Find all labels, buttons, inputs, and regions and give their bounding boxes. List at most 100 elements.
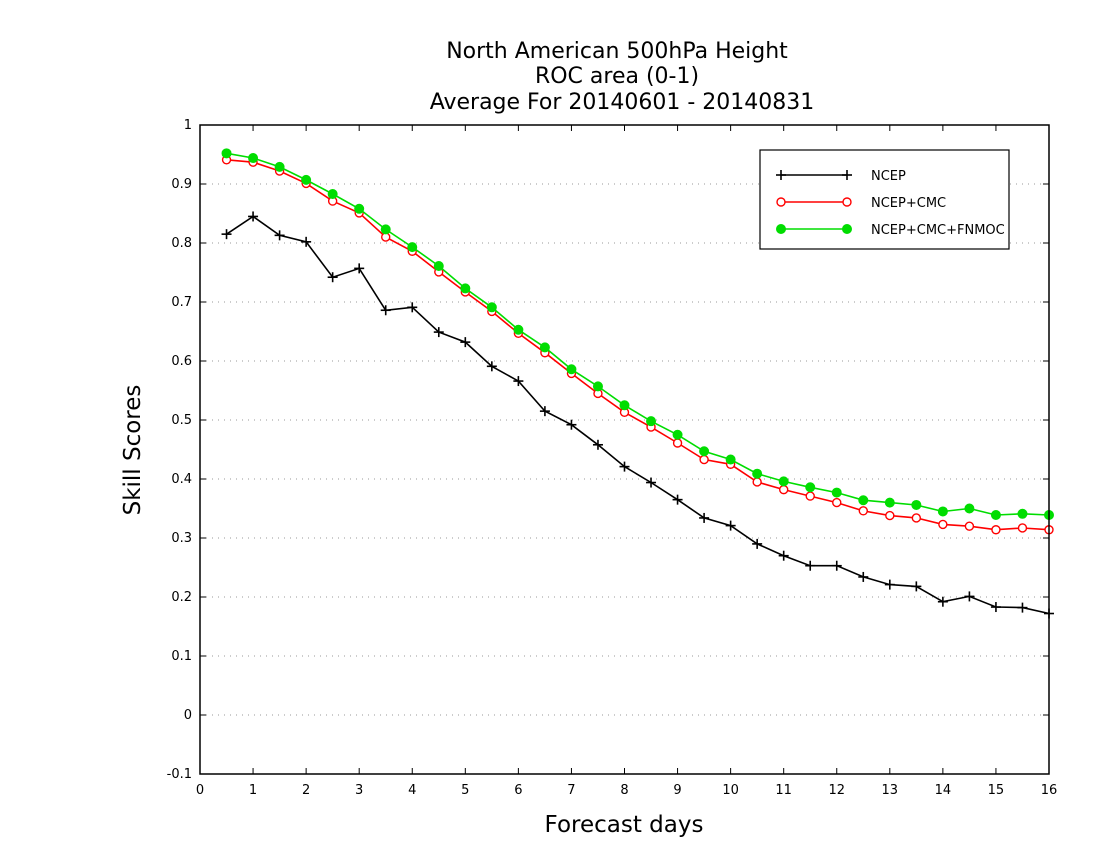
data-point [725,454,736,465]
data-point [831,560,842,571]
data-point [248,153,259,164]
y-axis-title: Skill Scores [120,385,146,516]
legend: NCEP NCEP+CMC NCEP+CMC+FNMOC [759,149,1010,250]
data-point [274,230,285,241]
legend-entry: NCEP+CMC+FNMOC [776,223,1005,238]
x-tick-label: 11 [775,783,792,798]
data-point [274,161,285,172]
data-point [460,283,471,294]
data-point [938,519,948,530]
data-point [885,510,895,521]
data-point [858,495,869,506]
title-line-1: North American 500hPa Height [446,39,788,64]
y-tick-label: 0.7 [171,295,192,310]
data-point [858,571,869,582]
data-point [248,211,259,222]
data-point [592,381,603,392]
data-point [301,174,312,185]
data-point [699,446,710,457]
x-tick-label: 10 [722,783,739,798]
data-point [884,497,895,508]
data-point [221,229,232,240]
data-point [327,272,338,283]
data-point [566,419,577,430]
x-tick-label: 16 [1041,783,1058,798]
x-axis-ticks: 0 1 2 3 4 5 6 7 8 9 10 11 12 13 14 15 16 [196,125,1057,798]
y-tick-label: -0.1 [167,767,192,782]
data-point [911,499,922,510]
data-point [699,512,710,523]
x-tick-label: 2 [302,783,310,798]
data-point [646,477,657,488]
x-tick-label: 5 [461,783,469,798]
data-point [805,560,816,571]
data-point [964,521,975,531]
legend-entry: NCEP+CMC [776,196,946,211]
data-point [832,497,842,508]
data-point [566,364,577,375]
data-point [646,416,657,427]
data-point [672,494,683,505]
data-point [619,461,630,472]
y-tick-label: 0.5 [171,413,192,428]
data-point [911,581,922,592]
data-point [752,538,763,549]
x-axis-title: Forecast days [545,812,704,838]
data-point [699,454,709,465]
data-point [354,203,365,214]
x-tick-label: 7 [567,783,575,798]
title-line-3: Average For 20140601 - 20140831 [430,90,815,115]
x-tick-label: 13 [882,783,899,798]
y-tick-label: 0 [184,708,192,723]
title-line-2: ROC area (0-1) [535,64,699,89]
x-tick-label: 12 [828,783,845,798]
data-point [831,487,842,498]
data-point [1017,602,1028,613]
data-point [380,224,391,235]
data-point [1017,523,1028,533]
x-tick-label: 9 [673,783,681,798]
series-ncep [221,211,1054,619]
data-point [1017,508,1028,519]
data-point [486,361,497,372]
data-point [354,263,365,274]
data-point [776,224,786,234]
y-tick-label: 0.8 [171,236,192,251]
data-point [990,509,1001,520]
data-point [380,305,391,316]
y-tick-label: 0.4 [171,472,192,487]
data-point [407,242,418,253]
data-point [805,491,815,501]
data-point [433,327,444,338]
legend-entry: NCEP [776,169,906,184]
data-point [842,170,852,180]
y-tick-label: 0.3 [171,531,192,546]
data-point [842,197,852,207]
y-tick-label: 0.6 [171,354,192,369]
x-tick-label: 4 [408,783,416,798]
x-tick-label: 3 [355,783,363,798]
data-point [539,342,550,353]
data-point [752,477,762,487]
data-point [884,579,895,590]
data-point [407,302,418,313]
data-point [752,468,763,479]
data-point [842,224,852,234]
data-point [513,324,524,335]
data-point [725,520,736,531]
data-point [937,596,948,607]
x-tick-label: 14 [935,783,952,798]
legend-label: NCEP+CMC [871,196,946,211]
data-point [911,513,922,523]
data-point [858,506,868,516]
data-point [592,439,603,450]
y-tick-label: 0.1 [171,649,192,664]
data-point [805,482,816,493]
data-point [672,429,683,440]
data-point [964,591,975,602]
data-point [460,337,471,348]
data-point [937,506,948,517]
x-tick-label: 15 [988,783,1005,798]
data-point [301,236,312,247]
